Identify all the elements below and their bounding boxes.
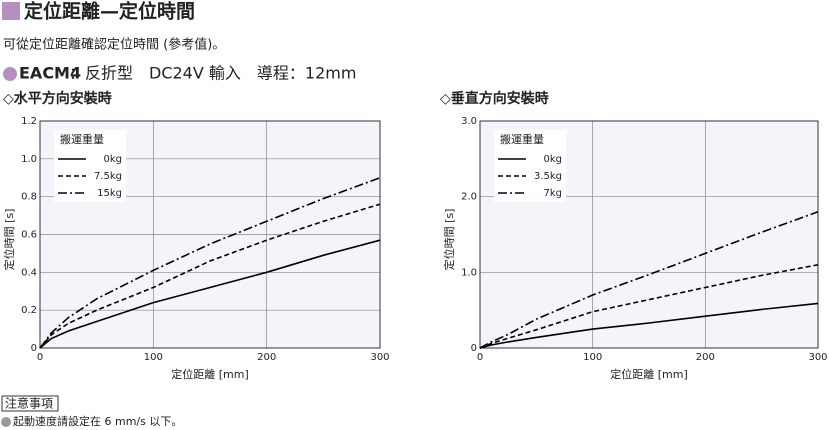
plot-frame [39,120,381,349]
legend-label: 7kg [543,188,562,199]
x-tick-label: 200 [696,352,715,363]
series-line [39,239,381,349]
y-tick-label: 0.8 [21,192,37,203]
x-axis-label: 定位距離 [mm] [171,367,249,381]
legend-label: 15kg [97,188,122,199]
y-tick-label: 1.0 [21,154,37,165]
x-tick-label: 100 [583,352,602,363]
x-axis-label: 定位距離 [mm] [610,367,688,381]
legend-label: 7.5kg [94,171,122,182]
y-axis-label: 定位時間 [s] [2,209,16,271]
x-tick-label: 0 [37,352,43,363]
legend-box [494,130,566,202]
x-tick-label: 300 [370,352,389,363]
y-tick-label: 0.2 [21,305,37,316]
model-dot [3,67,17,81]
legend-label: 3.5kg [534,171,562,182]
series-line [479,264,819,349]
y-tick-label: 0.6 [21,230,37,241]
x-tick-label: 200 [257,352,276,363]
x-tick-label: 0 [477,352,483,363]
x-tick-label: 300 [808,352,827,363]
chart-title: ◇水平方向安裝時 [3,90,112,107]
note-dot [1,417,11,427]
title-square [2,2,20,20]
series-line [39,177,381,349]
series-line [479,211,819,349]
plot-frame [479,120,819,349]
series-line [479,302,819,349]
legend-box [54,130,126,202]
y-axis-label: 定位時間 [s] [442,209,456,271]
y-tick-label: 1.0 [461,267,477,278]
series-line [39,203,381,349]
page-title: 定位距離—定位時間 [24,0,195,23]
model: EACM4 [19,64,81,83]
x-tick-label: 100 [144,352,163,363]
y-tick-label: 1.2 [21,116,37,127]
legend-title: 搬運重量 [500,132,544,146]
y-tick-label: 0.4 [21,267,37,278]
y-tick-label: 3.0 [461,116,477,127]
chart-title: ◇垂直方向安裝時 [440,90,549,107]
y-tick-label: 2.0 [461,192,477,203]
legend-label: 0kg [103,154,122,165]
note-title: 注意事項 [5,396,53,411]
note-box [1,395,59,412]
legend-label: 0kg [543,154,562,165]
note-text: 起動速度請設定在 6 mm/s 以下。 [13,414,182,428]
spec: ：反折型 DC24V 輸入 導程：12mm [69,64,356,83]
y-tick-label: 0 [471,343,477,354]
subtitle: 可從定位距離確認定位時間 (參考值)。 [3,37,225,53]
y-tick-label: 0 [31,343,37,354]
legend-title: 搬運重量 [60,132,104,146]
